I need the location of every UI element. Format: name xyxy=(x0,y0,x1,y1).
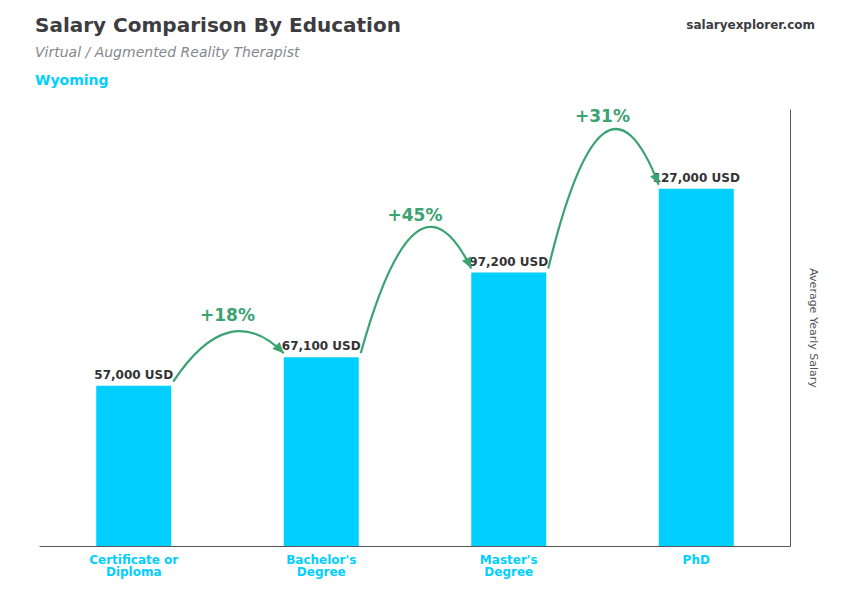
svg-text:Certificate or: Certificate or xyxy=(89,553,179,567)
svg-text:Master's: Master's xyxy=(479,553,538,567)
svg-text:+45%: +45% xyxy=(388,205,443,225)
svg-text:+18%: +18% xyxy=(200,305,255,325)
svg-text:Virtual / Augmented Reality Th: Virtual / Augmented Reality Therapist xyxy=(35,44,300,60)
svg-text:Wyoming: Wyoming xyxy=(35,72,109,88)
svg-text:Degree: Degree xyxy=(484,565,533,579)
svg-text:+31%: +31% xyxy=(575,106,630,126)
svg-text:127,000 USD: 127,000 USD xyxy=(653,171,740,185)
svg-text:Diploma: Diploma xyxy=(106,565,162,579)
svg-text:Salary Comparison By Education: Salary Comparison By Education xyxy=(35,13,401,37)
svg-text:Average Yearly Salary: Average Yearly Salary xyxy=(807,268,820,388)
svg-text:salaryexplorer.com: salaryexplorer.com xyxy=(686,18,815,32)
svg-text:97,200 USD: 97,200 USD xyxy=(469,255,548,269)
svg-text:PhD: PhD xyxy=(683,553,710,567)
svg-text:67,100 USD: 67,100 USD xyxy=(282,339,361,353)
svg-text:Bachelor's: Bachelor's xyxy=(286,553,357,567)
svg-text:Degree: Degree xyxy=(297,565,346,579)
svg-text:57,000 USD: 57,000 USD xyxy=(94,368,173,382)
